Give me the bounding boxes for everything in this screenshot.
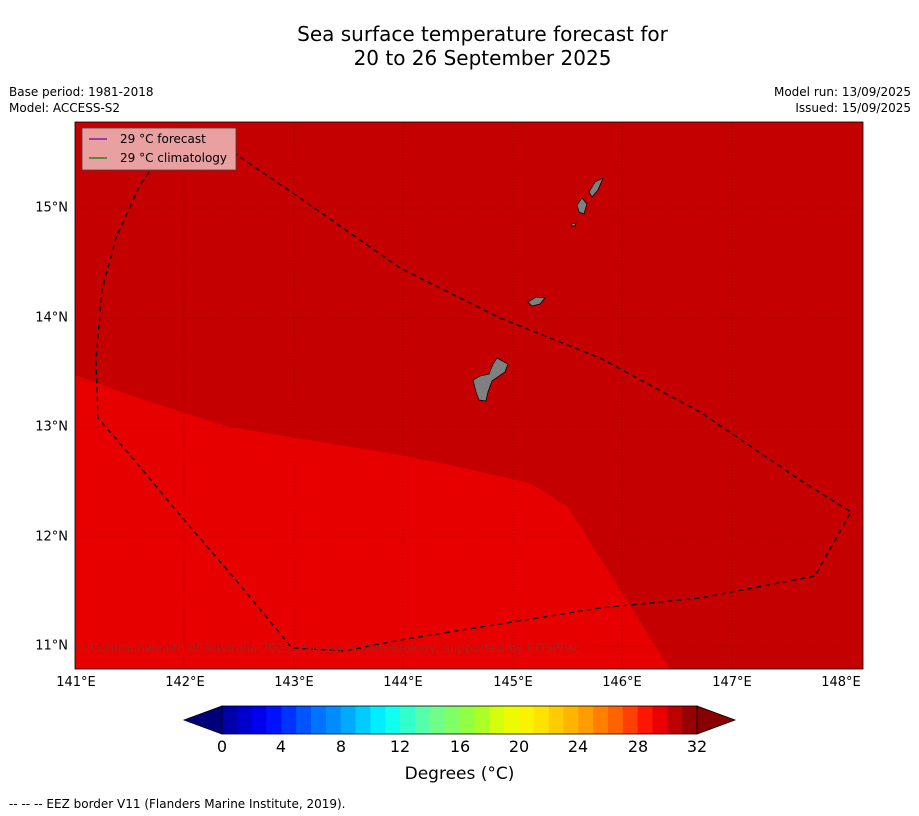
- colorbar-bin: [563, 706, 579, 734]
- meta-right: Model run: 13/09/2025 Issued: 15/09/2025: [774, 84, 911, 116]
- colorbar-tick-16: 16: [449, 737, 471, 756]
- lon-tick-146: 146°E: [602, 675, 642, 690]
- legend-forecast-label: 29 °C forecast: [120, 132, 206, 146]
- colorbar-bin: [385, 706, 401, 734]
- colorbar-bin: [593, 706, 609, 734]
- colorbar-bin: [667, 706, 683, 734]
- colorbar-extend-low: [182, 705, 223, 735]
- colorbar-bin: [340, 706, 356, 734]
- colorbar-bin: [518, 706, 535, 734]
- gridlines: [75, 122, 863, 669]
- legend-climatology-label: 29 °C climatology: [120, 151, 227, 165]
- colorbar-tick-28: 28: [627, 737, 649, 756]
- title-line-1: Sea surface temperature forecast for: [297, 22, 668, 46]
- lon-tick-143: 143°E: [274, 675, 314, 690]
- colorbar-bin: [370, 706, 386, 734]
- colorbar-tick-32: 32: [686, 737, 708, 756]
- eez-footnote: -- -- -- EEZ border V11 (Flanders Marine…: [9, 797, 346, 811]
- map-title: Sea surface temperature forecast for 20 …: [0, 22, 919, 70]
- colorbar-bin: [548, 706, 564, 734]
- lat-tick-15: 15°N: [35, 200, 68, 216]
- colorbar-bin: [251, 706, 267, 734]
- colorbar-bin: [682, 706, 698, 734]
- copyright-notice: © Commonwealth of Australia 2025, Bureau…: [75, 641, 581, 655]
- lon-tick-144: 144°E: [383, 675, 423, 690]
- colorbar-tick-4: 4: [275, 737, 287, 756]
- colorbar-bin: [459, 706, 475, 734]
- base-period: Base period: 1981-2018: [9, 85, 154, 99]
- colorbar-bin: [578, 706, 594, 734]
- model-run: Model run: 13/09/2025: [773, 85, 911, 99]
- colorbar-bin: [533, 706, 549, 734]
- colorbar-frame: [221, 705, 698, 735]
- lat-tick-11: 11°N: [35, 638, 68, 654]
- colorbar-tick-24: 24: [567, 737, 589, 756]
- lon-tick-148: 148°E: [821, 675, 861, 690]
- colorbar-bin: [311, 706, 327, 734]
- legend: 29 °C forecast 29 °C climatology: [81, 127, 237, 171]
- colorbar-bin: [266, 706, 282, 734]
- island-guam: [472, 357, 509, 402]
- colorbar-bin: [622, 706, 638, 734]
- colorbar-tick-20: 20: [508, 737, 530, 756]
- lat-tick-14: 14°N: [35, 310, 68, 326]
- colorbar-tick-8: 8: [335, 737, 347, 756]
- lon-tick-142: 142°E: [165, 675, 205, 690]
- colorbar-bin: [474, 706, 490, 734]
- colorbar-tick-0: 0: [216, 737, 228, 756]
- colorbar-title: Degrees (°C): [404, 764, 515, 784]
- lat-tick-13: 13°N: [35, 419, 68, 435]
- colorbar-bin: [414, 706, 431, 734]
- issued-date: Issued: 15/09/2025: [795, 101, 911, 115]
- colorbar-bin: [504, 706, 520, 734]
- lon-tick-147: 147°E: [712, 675, 752, 690]
- lon-tick-141: 141°E: [56, 675, 96, 690]
- island-aguijan: [570, 222, 577, 227]
- colorbar: [182, 705, 737, 735]
- colorbar-bin: [400, 706, 416, 734]
- colorbar-bin: [429, 706, 445, 734]
- lat-tick-12: 12°N: [35, 529, 68, 545]
- colorbar-bin: [296, 706, 312, 734]
- colorbar-bin: [355, 706, 371, 734]
- lon-tick-145: 145°E: [493, 675, 533, 690]
- colorbar-bin: [222, 706, 238, 734]
- eez-border: [95, 139, 852, 652]
- colorbar-extend-high: [696, 705, 737, 735]
- island-tinian: [576, 197, 588, 215]
- colorbar-bin: [444, 706, 460, 734]
- colorbar-bin: [489, 706, 505, 734]
- meta-left: Base period: 1981-2018 Model: ACCESS-S2: [9, 84, 154, 116]
- colorbar-tick-12: 12: [389, 737, 411, 756]
- island-rota: [527, 296, 546, 307]
- colorbar-bin: [281, 706, 297, 734]
- colorbar-bin: [607, 706, 624, 734]
- colorbar-bin: [325, 706, 342, 734]
- plot-frame: [74, 121, 864, 670]
- title-line-2: 20 to 26 September 2025: [353, 46, 612, 70]
- colorbar-bin: [637, 706, 653, 734]
- sst-band-29-30: [75, 375, 670, 669]
- model-name: Model: ACCESS-S2: [9, 101, 121, 115]
- colorbar-bin: [652, 706, 668, 734]
- island-saipan: [588, 177, 604, 198]
- colorbar-bin: [236, 706, 252, 734]
